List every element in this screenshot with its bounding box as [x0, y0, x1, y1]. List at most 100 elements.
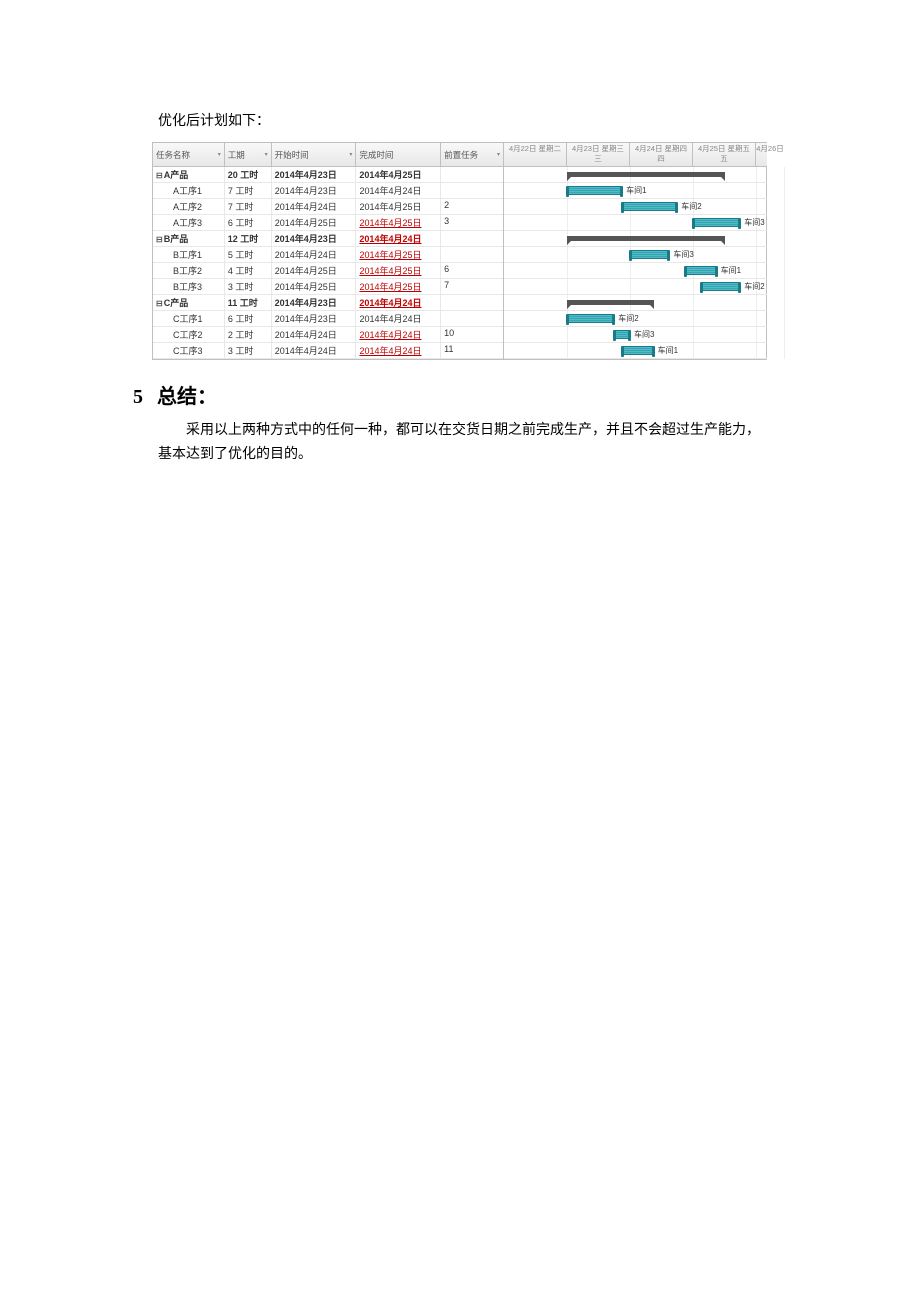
pred-cell: 10: [441, 327, 503, 342]
day-header: 4月24日 星期四四: [630, 143, 693, 166]
col-header-pred[interactable]: 前置任务 ▾: [441, 143, 503, 166]
table-row[interactable]: B工序24 工时2014年4月25日2014年4月25日6: [153, 263, 503, 279]
day-header: 4月26日: [756, 143, 784, 166]
pred-cell: [441, 295, 503, 310]
gantt-row: 车间1: [504, 183, 767, 199]
sort-arrow-icon: ▾: [497, 151, 500, 158]
end-cell: 2014年4月24日: [356, 295, 441, 310]
collapse-icon[interactable]: ⊟: [156, 171, 163, 180]
table-row[interactable]: ⊟A产品20 工时2014年4月23日2014年4月25日: [153, 167, 503, 183]
task-name-cell: C工序3: [153, 343, 225, 358]
sort-arrow-icon: ▾: [265, 151, 268, 158]
task-bar[interactable]: [614, 330, 630, 339]
col-header-start[interactable]: 开始时间▾: [272, 143, 357, 166]
col-header-end-label: 完成时间: [359, 149, 393, 161]
summary-bar[interactable]: [567, 172, 725, 177]
collapse-icon[interactable]: ⊟: [156, 235, 163, 244]
task-bar[interactable]: [630, 250, 669, 259]
end-cell: 2014年4月24日: [356, 343, 441, 358]
start-cell: 2014年4月24日: [272, 199, 357, 214]
table-row[interactable]: B工序15 工时2014年4月24日2014年4月25日: [153, 247, 503, 263]
timeline-header: 4月22日 星期二4月23日 星期三三4月24日 星期四四4月25日 星期五五4…: [504, 143, 767, 167]
table-row[interactable]: A工序17 工时2014年4月23日2014年4月24日: [153, 183, 503, 199]
task-bar[interactable]: [567, 314, 614, 323]
section-heading: 5总结：: [133, 380, 920, 409]
duration-cell: 6 工时: [225, 215, 272, 230]
task-bar[interactable]: [693, 218, 740, 227]
duration-cell: 12 工时: [225, 231, 272, 246]
end-cell: 2014年4月25日: [356, 199, 441, 214]
pred-cell: [441, 247, 503, 262]
pred-cell: [441, 311, 503, 326]
task-name-cell: ⊟C产品: [153, 295, 225, 310]
day-header: 4月23日 星期三三: [567, 143, 630, 166]
end-cell: 2014年4月25日: [356, 279, 441, 294]
start-cell: 2014年4月23日: [272, 183, 357, 198]
bar-label: 车间1: [626, 185, 646, 196]
collapse-icon[interactable]: ⊟: [156, 299, 163, 308]
intro-text: 优化后计划如下：: [158, 110, 920, 130]
col-header-name[interactable]: 任务名称▾: [153, 143, 225, 166]
pred-cell: [441, 231, 503, 246]
col-header-duration[interactable]: 工期 ▾: [225, 143, 272, 166]
start-cell: 2014年4月25日: [272, 279, 357, 294]
task-name-cell: C工序1: [153, 311, 225, 326]
start-cell: 2014年4月24日: [272, 327, 357, 342]
summary-bar[interactable]: [567, 236, 725, 241]
end-cell: 2014年4月24日: [356, 183, 441, 198]
table-row[interactable]: C工序22 工时2014年4月24日2014年4月24日10: [153, 327, 503, 343]
summary-bar[interactable]: [567, 300, 654, 305]
task-table: 任务名称▾ 工期▾ 开始时间▾ 完成时间 前置任务▾ ⊟A产品20 工时2014…: [153, 143, 504, 359]
table-row[interactable]: A工序27 工时2014年4月24日2014年4月25日2: [153, 199, 503, 215]
task-bar[interactable]: [685, 266, 717, 275]
table-row[interactable]: ⊟C产品11 工时2014年4月23日2014年4月24日: [153, 295, 503, 311]
table-row[interactable]: B工序33 工时2014年4月25日2014年4月25日7: [153, 279, 503, 295]
start-cell: 2014年4月24日: [272, 247, 357, 262]
bar-label: 车间2: [744, 281, 764, 292]
col-header-start-label: 开始时间: [275, 149, 309, 161]
col-header-pred-label: 前置任务: [444, 149, 478, 161]
task-name-cell: ⊟B产品: [153, 231, 225, 246]
table-row[interactable]: ⊟B产品12 工时2014年4月23日2014年4月24日: [153, 231, 503, 247]
task-name-cell: A工序2: [153, 199, 225, 214]
table-row[interactable]: C工序33 工时2014年4月24日2014年4月24日11: [153, 343, 503, 359]
gantt-timeline: 4月22日 星期二4月23日 星期三三4月24日 星期四四4月25日 星期五五4…: [504, 143, 767, 359]
duration-cell: 4 工时: [225, 263, 272, 278]
duration-cell: 6 工时: [225, 311, 272, 326]
end-cell: 2014年4月24日: [356, 231, 441, 246]
duration-cell: 3 工时: [225, 343, 272, 358]
end-cell: 2014年4月25日: [356, 167, 441, 182]
end-cell: 2014年4月24日: [356, 311, 441, 326]
duration-cell: 7 工时: [225, 183, 272, 198]
task-bar[interactable]: [622, 202, 677, 211]
end-cell: 2014年4月25日: [356, 247, 441, 262]
duration-cell: 3 工时: [225, 279, 272, 294]
gantt-row: 车间2: [504, 311, 767, 327]
table-row[interactable]: A工序36 工时2014年4月25日2014年4月25日3: [153, 215, 503, 231]
gantt-row: 车间1: [504, 263, 767, 279]
sort-arrow-icon: ▾: [218, 151, 221, 158]
gantt-row: 车间3: [504, 247, 767, 263]
task-name-cell: A工序3: [153, 215, 225, 230]
gantt-row: [504, 167, 767, 183]
duration-cell: 20 工时: [225, 167, 272, 182]
start-cell: 2014年4月25日: [272, 263, 357, 278]
start-cell: 2014年4月23日: [272, 231, 357, 246]
conclusion-text: 采用以上两种方式中的任何一种，都可以在交货日期之前完成生产，并且不会超过生产能力…: [158, 419, 770, 467]
table-header-row: 任务名称▾ 工期▾ 开始时间▾ 完成时间 前置任务▾: [153, 143, 503, 167]
end-cell: 2014年4月24日: [356, 327, 441, 342]
bar-label: 车间3: [744, 217, 764, 228]
task-bar[interactable]: [567, 186, 622, 195]
task-name-cell: B工序2: [153, 263, 225, 278]
task-bar[interactable]: [701, 282, 740, 291]
start-cell: 2014年4月24日: [272, 343, 357, 358]
col-header-end[interactable]: 完成时间: [356, 143, 441, 166]
duration-cell: 5 工时: [225, 247, 272, 262]
task-bar[interactable]: [622, 346, 654, 355]
gantt-chart: 任务名称▾ 工期▾ 开始时间▾ 完成时间 前置任务▾ ⊟A产品20 工时2014…: [152, 142, 767, 360]
col-header-duration-label: 工期: [228, 149, 245, 161]
bar-label: 车间3: [634, 329, 654, 340]
day-header: 4月22日 星期二: [504, 143, 567, 166]
bar-label: 车间2: [681, 201, 701, 212]
table-row[interactable]: C工序16 工时2014年4月23日2014年4月24日: [153, 311, 503, 327]
